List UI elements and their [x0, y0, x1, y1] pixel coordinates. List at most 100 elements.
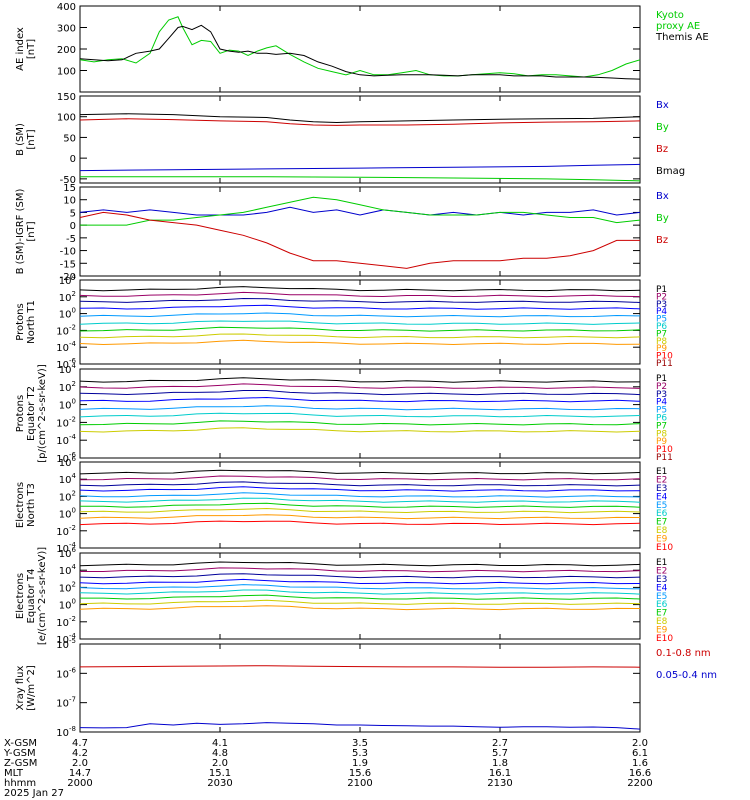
legend-entry: By [656, 122, 669, 133]
panel-frame [79, 5, 641, 93]
series-line [79, 412, 641, 418]
legend-entry: P6 [656, 322, 667, 332]
y-axis-title: B (SM)-IGRF (SM)[nT] [15, 189, 37, 275]
series-line [79, 304, 641, 310]
row-value: 5.3 [352, 748, 368, 759]
y-axis-title: ElectronsNorth T3 [15, 482, 37, 528]
row-label: Y-GSM [3, 748, 36, 759]
row-value: 2.0 [632, 738, 648, 749]
series-line [79, 497, 641, 503]
y-tick-label: 102 [59, 580, 76, 594]
y-tick-label: 50 [63, 133, 76, 144]
y-tick-label: 104 [59, 472, 77, 486]
y-axis-title: AE index[nT] [15, 27, 37, 71]
legend-entry: E4 [656, 583, 668, 593]
series-line [79, 113, 641, 124]
series-line [79, 118, 641, 126]
legend-entry: P9 [656, 437, 667, 447]
y-tick-label: 100 [59, 398, 76, 412]
series-line [79, 339, 641, 346]
row-value: 2130 [487, 778, 512, 789]
y-tick-label: 100 [59, 307, 76, 321]
y-tick-label: 10-6 [56, 357, 76, 371]
panel-frame [79, 461, 641, 549]
y-tick-label: -20 [60, 272, 76, 283]
y-tick-label: 10-4 [56, 632, 76, 646]
y-tick-label: 10-4 [56, 340, 76, 354]
y-tick-label: 300 [57, 24, 76, 35]
legend-entry: E2 [656, 566, 667, 576]
series-line [80, 567, 641, 573]
y-tick-label: 10-6 [56, 451, 76, 465]
panel-2: -50 0 50 100 150 B (SM)[nT] Bx By Bz Bmag [15, 92, 685, 186]
y-tick-label: 10-6 [56, 666, 76, 680]
y-axis-title: ProtonsNorth T1 [15, 300, 37, 344]
series-line [79, 333, 641, 339]
series-line [79, 514, 641, 520]
series-line [80, 176, 641, 182]
legend-entry: Bz [656, 235, 668, 246]
row-value: 2030 [207, 778, 232, 789]
legend-entry: P11 [656, 453, 673, 463]
legend-entry: Kyoto proxy AE [656, 10, 700, 32]
row-value: 1.6 [632, 758, 648, 769]
y-tick-label: 102 [59, 290, 76, 304]
y-tick-label: 104 [59, 273, 77, 287]
series-line [79, 486, 641, 492]
legend-entry: Bx [656, 191, 669, 202]
legend-entry: P8 [656, 337, 667, 347]
legend-entry: E9 [656, 626, 668, 636]
y-tick-label: -15 [60, 259, 76, 270]
ephemeris-table: X-GSM 4.7 4.1 3.5 2.7 2.0 Y-GSM 4.2 4.8 5.3 5.7 6.1… [3, 738, 653, 799]
legend-entry: P3 [656, 300, 667, 310]
legend-entry: E7 [656, 609, 667, 619]
legend-entry: E5 [656, 501, 667, 511]
y-tick-label: 10-4 [56, 433, 76, 447]
series-line [79, 507, 641, 514]
series-line [79, 326, 641, 332]
legend-entry: E10 [656, 543, 673, 553]
y-tick-label: 106 [59, 546, 77, 560]
legend-entry: By [656, 213, 669, 224]
panel-3: -20 -15-10 -5 0 510 15 B (SM)-IGRF (SM)[nT] Bx B… [15, 183, 669, 283]
y-tick-label: 10-4 [56, 541, 76, 555]
row-value: 4.2 [72, 748, 88, 759]
series-line [79, 427, 641, 433]
row-value: 2.0 [72, 758, 88, 769]
y-tick-label: 400 [57, 2, 76, 13]
row-value: 6.1 [632, 748, 648, 759]
legend-entry: E9 [656, 535, 668, 545]
row-value: 5.7 [492, 748, 508, 759]
y-axis-title: B (SM)[nT] [15, 123, 37, 156]
row-value: 2.7 [492, 738, 508, 749]
series-line [79, 502, 641, 508]
legend-entry: P10 [656, 352, 673, 362]
legend-entry: P7 [656, 329, 667, 339]
panel-frame [79, 643, 641, 733]
series-line [80, 594, 641, 600]
y-tick-label: 10-2 [56, 415, 76, 429]
legend-entry: Bx [656, 100, 669, 111]
y-axis-title: ElectronsEquator T4[e/(cm^2-s-sr-keV)] [15, 547, 48, 645]
series-line [79, 377, 641, 383]
legend-entry: E2 [656, 475, 667, 485]
legend-entry: 0.1-0.8 nm [656, 648, 711, 659]
series-line [79, 722, 641, 730]
legend-entry: E3 [656, 484, 667, 494]
series-line [79, 481, 641, 487]
panel-frame [79, 186, 641, 277]
date-label: 2025 Jan 27 [4, 788, 64, 799]
y-tick-label: 100 [59, 507, 76, 521]
legend-entry: E5 [656, 592, 667, 602]
legend-entry: E1 [656, 467, 667, 477]
legend-entry: P5 [656, 406, 667, 416]
panel-8: 10-8 10-7 10-6 10-5 Xray flux[W/m^2] 0.1-0.8 … [15, 637, 717, 739]
legend-entry: P1 [656, 285, 667, 295]
series-line [79, 405, 641, 411]
legend-entry: E6 [656, 600, 668, 610]
row-value: 16.6 [629, 768, 651, 779]
series-line [79, 475, 641, 481]
y-tick-label: 102 [59, 489, 76, 503]
y-tick-label: 0 [70, 154, 76, 165]
